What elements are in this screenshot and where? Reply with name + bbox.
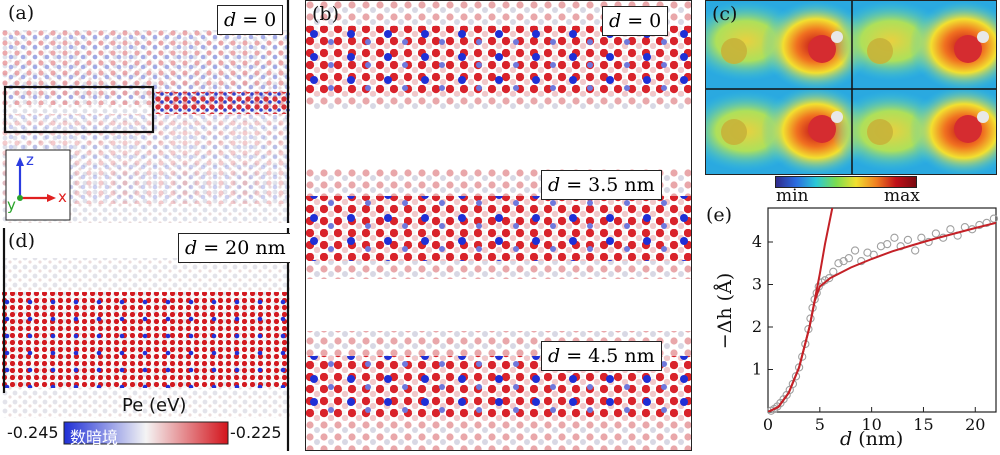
- x-axis-unit: (nm): [852, 428, 904, 450]
- panel-b-d-box-3: d = 4.5 nm: [541, 341, 662, 371]
- series-line-continuum-model: [768, 221, 996, 412]
- data-point: [824, 273, 834, 283]
- x-tick-label: 5: [815, 415, 825, 434]
- y-tick-label: 4: [752, 232, 762, 251]
- panel-d-d-box: d = 20 nm: [178, 233, 290, 263]
- x-tick-label: 0: [763, 415, 773, 434]
- pe-colorbar-max: -0.225: [230, 423, 282, 442]
- data-point: [931, 229, 941, 238]
- chart-ylabel: −Δh (Å): [714, 272, 736, 350]
- data-point: [903, 235, 913, 245]
- d-value: = 0: [621, 10, 662, 32]
- data-point: [890, 233, 899, 242]
- panel-c: (c): [705, 0, 997, 175]
- panel-e: 0 5 10 15 20 1 2 3 4 (e) d (nm) −Δh (Å): [700, 200, 1000, 451]
- data-point: [834, 259, 843, 268]
- pe-colorbar: [63, 421, 229, 445]
- axis-z-label: z: [26, 151, 34, 169]
- data-point: [917, 233, 926, 242]
- data-point: [829, 267, 838, 276]
- pe-colorbar-min: -0.245: [7, 423, 59, 442]
- panel-c-colorbar: [775, 176, 917, 188]
- series-line-short-range-fit: [768, 208, 834, 412]
- y-tick-label: 3: [752, 275, 762, 294]
- chart-xlabel: d (nm): [840, 428, 903, 450]
- plot-frame: [767, 207, 997, 413]
- panel-e-label: (e): [706, 204, 733, 226]
- panel-b-strips: [306, 1, 691, 450]
- d-symbol: d: [609, 10, 622, 32]
- x-tick-label: 20: [965, 415, 985, 434]
- panel-b-d-box-1: d = 0: [602, 6, 669, 36]
- d-symbol: d: [224, 9, 237, 31]
- y-tick-label: 2: [752, 317, 762, 336]
- panel-c-colorbar-min: min: [776, 186, 809, 206]
- d-value: = 4.5 nm: [560, 345, 655, 367]
- panel-c-map: [706, 1, 996, 174]
- panel-a-d-box: d = 0: [217, 5, 284, 35]
- panel-b-label: (b): [312, 3, 339, 25]
- data-point: [975, 220, 984, 230]
- panel-c-label: (c): [712, 3, 738, 25]
- axis-y-label: y: [7, 196, 16, 214]
- panel-b: (b) d = 0 d = 3.5 nm d = 4.5 nm: [305, 0, 692, 451]
- panel-c-colorbar-max: max: [884, 186, 920, 206]
- data-point: [896, 242, 905, 251]
- panel-d-atoms: [2, 228, 290, 451]
- data-point: [844, 254, 853, 263]
- axis-x-label: x: [58, 188, 67, 206]
- panel-d: (d) d = 20 nm Pe (eV) -0.245 -0.225 数暗境: [2, 228, 290, 451]
- watermark: 数暗境: [70, 428, 119, 447]
- data-point: [989, 214, 999, 223]
- y-tick-label: 1: [752, 360, 762, 379]
- data-point: [850, 246, 860, 255]
- panel-d-label: (d): [8, 230, 35, 252]
- panel-a-atoms: [2, 0, 290, 223]
- selection-box: [3, 85, 155, 134]
- d-symbol: d: [548, 174, 561, 196]
- panel-b-d-box-2: d = 3.5 nm: [541, 170, 662, 200]
- data-point: [946, 225, 955, 234]
- data-point: [982, 218, 991, 228]
- panel-a: (a) d = 0 z y x: [2, 0, 290, 223]
- x-tick-label: 10: [861, 415, 881, 434]
- d-value: = 20 nm: [197, 237, 286, 259]
- x-axis-var: d: [840, 428, 853, 450]
- d-symbol: d: [185, 237, 198, 259]
- x-tick-label: 15: [913, 415, 933, 434]
- data-point: [883, 239, 892, 249]
- d-symbol: d: [548, 345, 561, 367]
- data-point: [911, 246, 920, 255]
- panel-e-chart: 0 5 10 15 20 1 2 3 4: [752, 207, 999, 434]
- pe-colorbar-title: Pe (eV): [122, 395, 187, 416]
- panel-a-label: (a): [8, 2, 35, 24]
- d-value: = 0: [236, 9, 277, 31]
- d-value: = 3.5 nm: [560, 174, 655, 196]
